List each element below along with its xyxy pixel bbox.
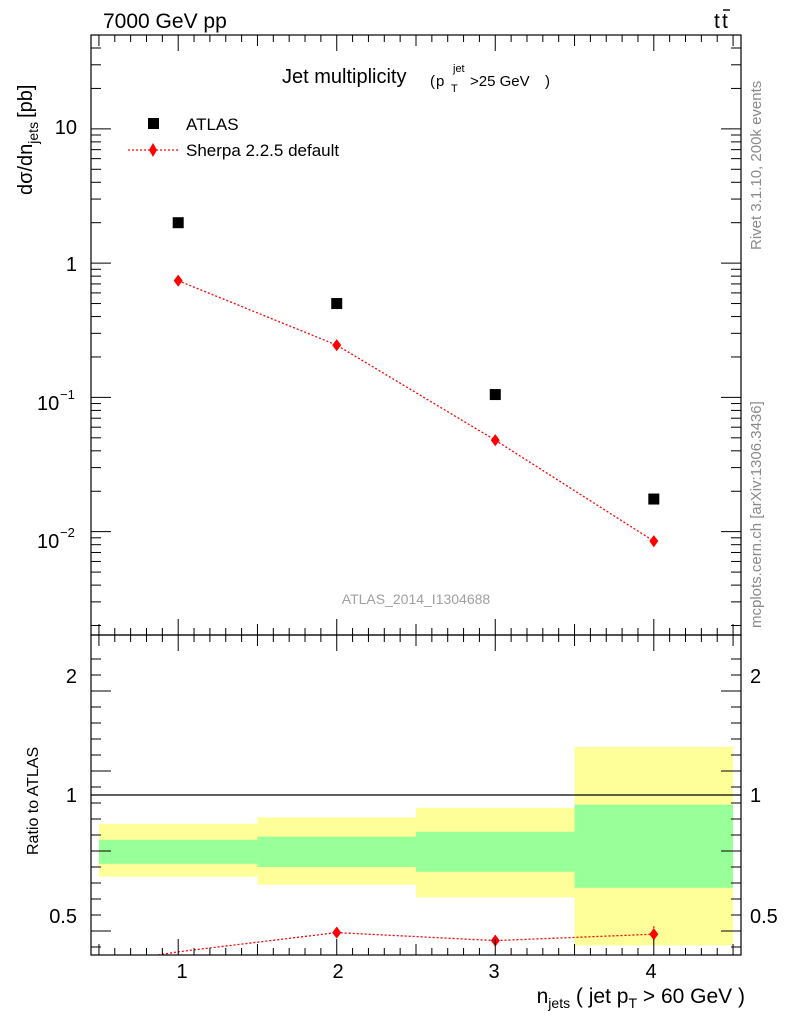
svg-text:jet: jet — [452, 63, 465, 75]
legend-sherpa-label: Sherpa 2.2.5 default — [186, 141, 339, 160]
svg-text:(: ( — [430, 73, 435, 90]
analysis-id: ATLAS_2014_I1304688 — [342, 591, 491, 607]
plot-title-cut: ( p jet T >25 GeV ) — [430, 63, 550, 95]
svg-text:t: t — [722, 10, 728, 33]
atlas-point — [172, 217, 184, 229]
svg-text:10: 10 — [37, 531, 59, 553]
svg-text:−2: −2 — [60, 525, 75, 540]
svg-text:): ) — [545, 73, 550, 90]
atlas-point — [331, 298, 343, 310]
svg-text:dσ/dnjets[pb]: dσ/dnjets[pb] — [15, 85, 41, 195]
y-tick-label-0.1: 10 −1 — [37, 387, 75, 415]
sherpa-line — [177, 280, 655, 542]
ratio-tick-label-0.5-right: 0.5 — [750, 906, 778, 928]
top-panel-series — [172, 217, 660, 548]
svg-text:T: T — [451, 83, 458, 95]
legend-atlas-label: ATLAS — [186, 115, 239, 134]
sherpa-point — [173, 274, 183, 287]
x-axis-label: njets ( jet pT > 60 GeV ) — [537, 985, 745, 1011]
ratio-tick-label-2-left: 2 — [66, 666, 77, 688]
plot-title: Jet multiplicity — [282, 66, 406, 88]
collision-label: 7000 GeV pp — [103, 10, 227, 33]
ratio-panel-ticks — [91, 635, 741, 955]
x-tick-label-2: 2 — [332, 961, 343, 983]
atlas-point — [489, 389, 501, 401]
ratio-panel-frame — [90, 634, 742, 956]
inner-band-bin — [574, 804, 734, 888]
atlas-point — [648, 493, 660, 505]
top-panel-ticks — [91, 34, 741, 635]
main-panel: Jet multiplicity ( p jet T >25 GeV ) ATL… — [15, 34, 742, 636]
svg-text:>25 GeV: >25 GeV — [470, 73, 530, 90]
svg-text:p: p — [436, 73, 444, 90]
ratio-tick-label-0.5-left: 0.5 — [49, 906, 77, 928]
rivet-version-label: Rivet 3.1.10, 200k events — [748, 81, 765, 250]
svg-text:t: t — [714, 10, 720, 33]
ratio-y-axis-label: Ratio to ATLAS — [25, 747, 42, 855]
inner-band-bin — [257, 836, 416, 867]
x-tick-label-4: 4 — [645, 961, 656, 983]
y-tick-label-1: 1 — [66, 254, 77, 276]
process-label: t t — [714, 9, 730, 33]
x-tick-label-3: 3 — [488, 961, 499, 983]
ratio-point — [649, 928, 659, 941]
svg-text:10: 10 — [37, 393, 59, 415]
legend-atlas-marker — [148, 118, 159, 129]
sherpa-point — [490, 434, 500, 447]
ratio-tick-label-2-right: 2 — [750, 666, 761, 688]
y-tick-label-10: 10 — [55, 117, 77, 139]
sherpa-point — [649, 535, 659, 548]
ratio-point — [332, 926, 342, 939]
y-tick-label-0.01: 10 −2 — [37, 525, 75, 553]
x-tick-labels: 1 2 3 4 — [176, 961, 656, 983]
legend: ATLAS Sherpa 2.2.5 default — [128, 115, 339, 160]
inner-band-bin — [416, 831, 575, 872]
ratio-line — [154, 931, 654, 955]
svg-text:−1: −1 — [60, 387, 75, 402]
ratio-tick-label-1-left: 1 — [66, 785, 77, 807]
y-axis-label: dσ/dnjets[pb] — [15, 85, 41, 195]
ratio-panel: 2 1 0.5 2 1 0.5 Ratio to ATLAS — [25, 634, 778, 956]
x-tick-label-1: 1 — [176, 961, 187, 983]
sherpa-point — [332, 339, 342, 352]
ratio-tick-label-1-right: 1 — [750, 785, 761, 807]
legend-sherpa-marker — [149, 143, 157, 157]
inner-band-bin — [98, 839, 258, 864]
ratio-uncertainty-bands — [98, 747, 734, 946]
mcplots-source-label: mcplots.cern.ch [arXiv:1306.3436] — [748, 401, 765, 628]
